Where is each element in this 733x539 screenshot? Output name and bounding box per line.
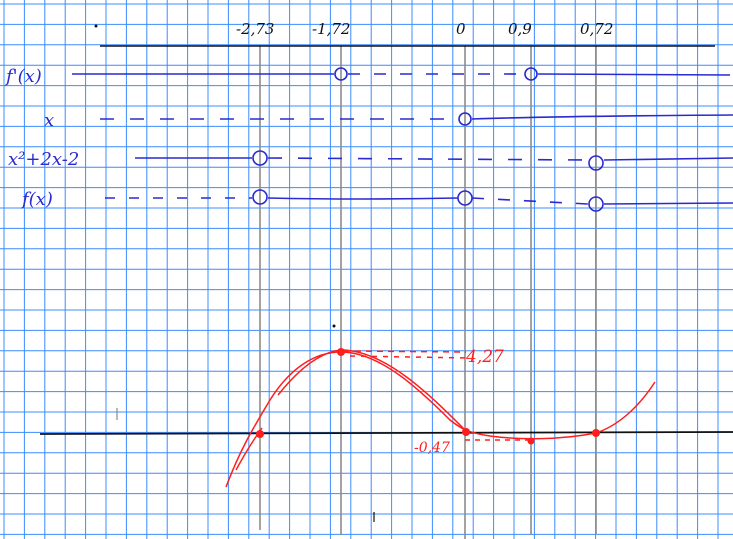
row-label-x: x (44, 110, 54, 131)
f-zero-circle-1 (252, 189, 268, 205)
max-point (337, 348, 345, 356)
x-mark-0-9: 0,9 (508, 20, 532, 38)
pencil-dot (332, 324, 336, 328)
graph-x-axis (39, 431, 733, 435)
sign-table-lines (72, 67, 733, 212)
quadratic-zero-circle-2 (588, 155, 604, 171)
fprime-zero-circle-2 (524, 67, 538, 81)
stray-dot (94, 24, 98, 28)
fprime-zero-circle-1 (334, 67, 348, 81)
vertical-guides (259, 45, 597, 539)
header-marks: -2,73 -1,72 0 0,9 0,72 (236, 20, 613, 38)
x-mark-minus-1-72: -1,72 (312, 20, 350, 38)
f-zero-circle-3 (588, 196, 604, 212)
root-point-minus-2-73 (256, 430, 264, 438)
min-point (527, 437, 535, 445)
function-graph (225, 349, 656, 488)
row-label-f: f(x) (20, 189, 53, 210)
root-point-zero (462, 428, 470, 436)
x-mark-zero: 0 (456, 20, 466, 38)
f-zero-circle-2 (457, 190, 473, 206)
min-value-label: -0,47 (414, 440, 450, 456)
row-label-fprime: f'(x) (4, 66, 42, 87)
sign-table-labels: f'(x) x x²+2x-2 f(x) (4, 66, 79, 210)
x-mark-0-72: 0,72 (580, 20, 613, 38)
root-point-0-72 (592, 429, 600, 437)
x-zero-circle (458, 112, 472, 126)
max-value-label: 4,27 (465, 347, 504, 367)
function-curve (225, 351, 656, 488)
row-label-quadratic: x²+2x-2 (8, 149, 79, 170)
critical-points (256, 348, 600, 445)
x-mark-minus-2-73: -2,73 (236, 20, 274, 38)
quadratic-zero-circle-1 (252, 150, 268, 166)
